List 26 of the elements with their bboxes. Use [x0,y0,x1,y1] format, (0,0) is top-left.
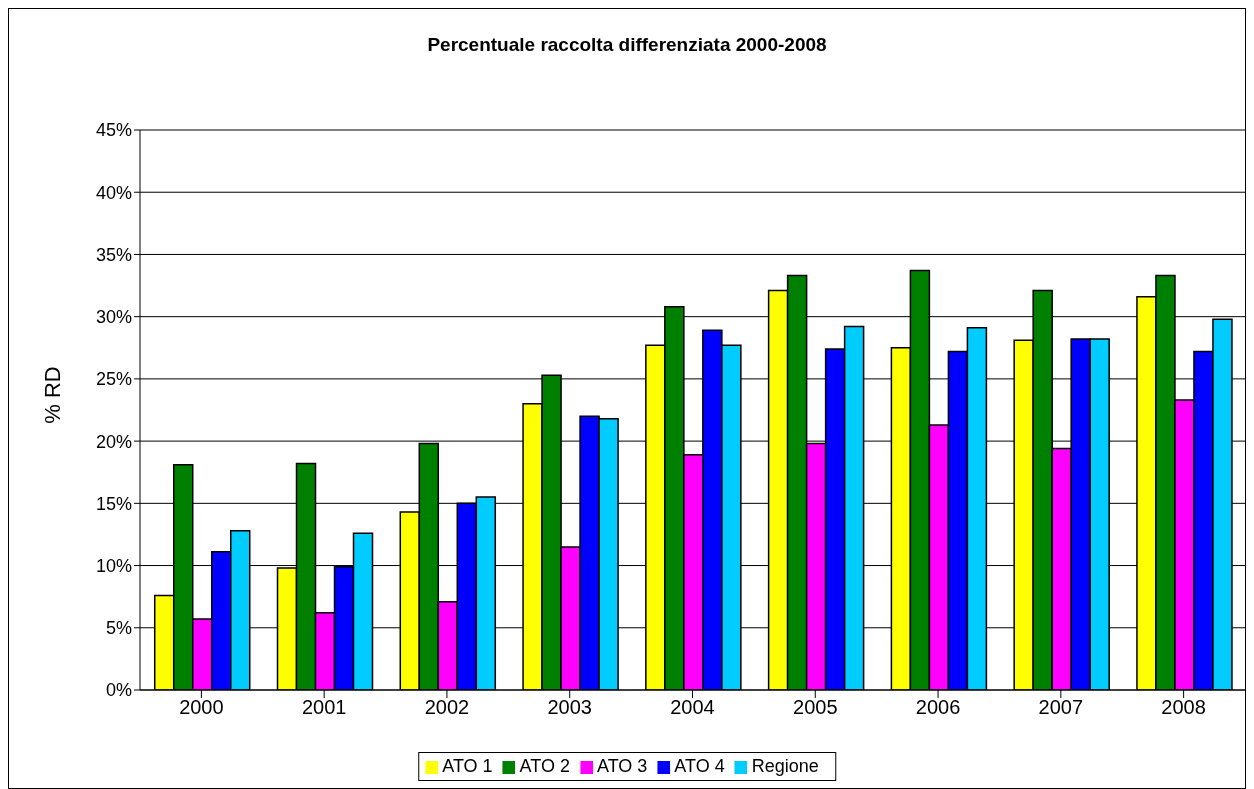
x-tick-label: 2008 [1161,696,1206,719]
y-tick-label: 5% [105,618,132,639]
x-tick-label: 2000 [179,696,224,719]
x-tick-label: 2005 [793,696,838,719]
y-tick-label: 45% [95,120,132,141]
y-tick-label: 40% [95,182,132,203]
legend-label: ATO 1 [442,756,493,776]
y-tick-label: 10% [95,555,132,576]
x-tick-label: 2003 [547,696,592,719]
y-tick-label: 0% [105,680,132,701]
y-tick-label: 30% [95,307,132,328]
x-tick-label: 2002 [424,696,470,719]
x-tick-label: 2006 [915,696,961,719]
legend-label: ATO 3 [596,756,648,776]
legend-label: ATO 2 [519,756,570,776]
x-tick-label: 2004 [670,696,715,719]
y-tick-label: 20% [95,431,132,452]
y-tick-label: 25% [95,369,132,390]
y-tick-label: 35% [95,244,132,265]
legend-label: ATO 4 [674,756,725,776]
y-tick-label: 15% [95,493,132,514]
x-tick-label: 2007 [1038,696,1084,719]
y-axis-title: % RD [40,365,66,426]
legend-label: Regione [751,756,819,776]
chart-title: Percentuale raccolta differenziata 2000-2008 [426,34,828,56]
x-tick-label: 2001 [301,696,347,719]
